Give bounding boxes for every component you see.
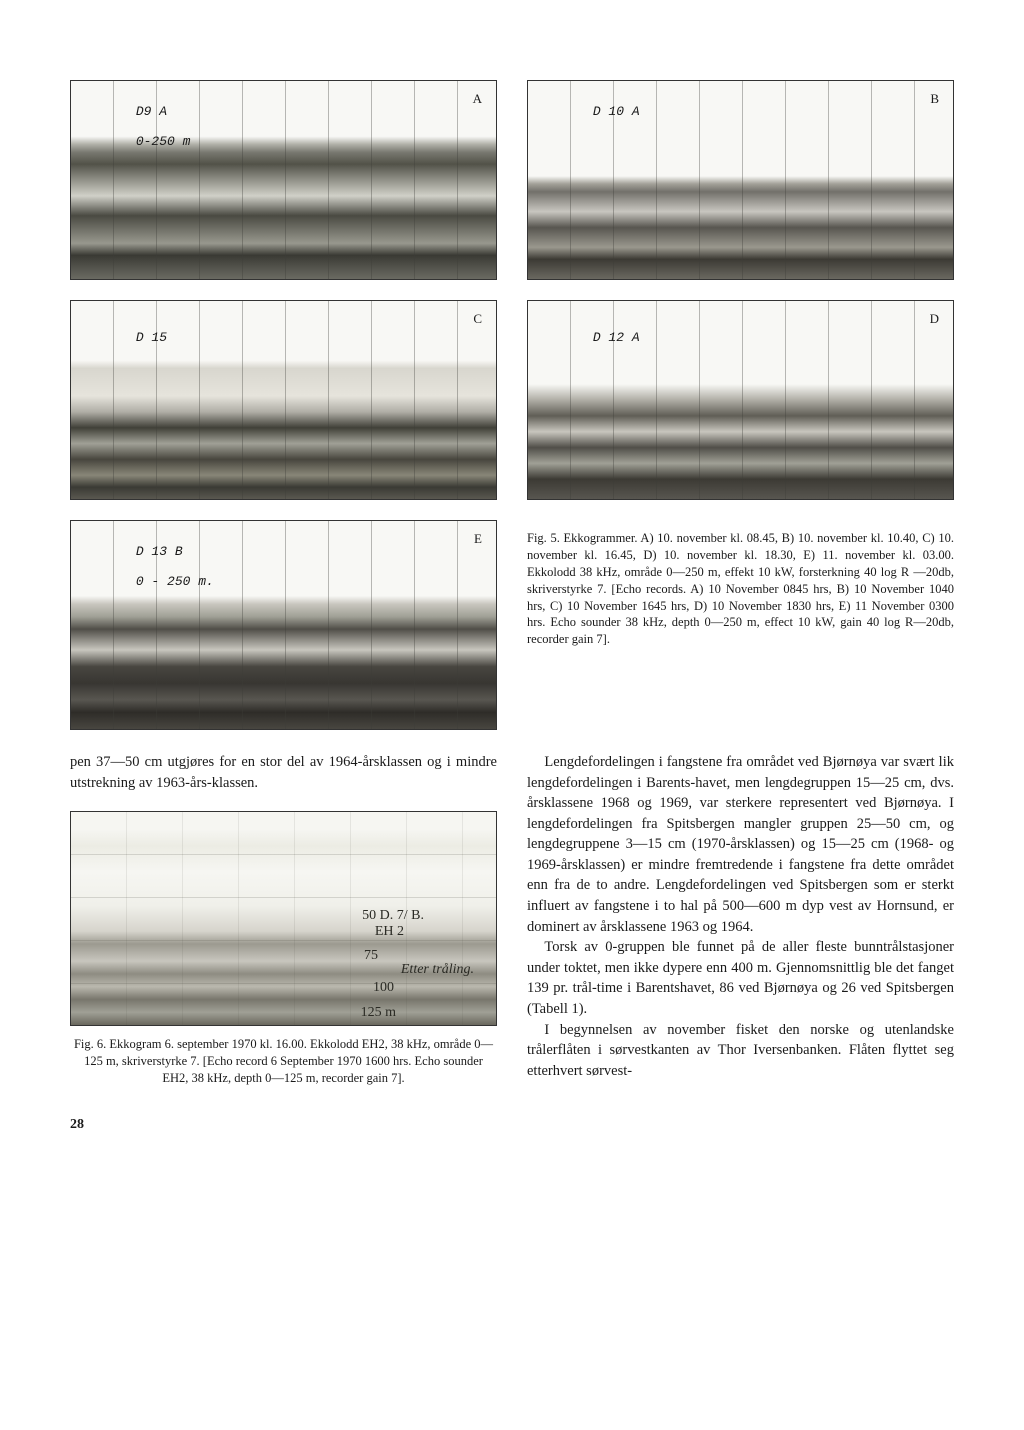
figure-6-caption: Fig. 6. Ekkogram 6. september 1970 kl. 1…	[70, 1036, 497, 1087]
panel-a-label-line1: D9 A	[136, 104, 167, 119]
fig6-annot-trailing: Etter tråling.	[401, 962, 474, 978]
panel-e-label: D 13 B 0 - 250 m.	[89, 529, 214, 604]
figure-6: 50 D. 7/ B. EH 2 75 Etter tråling. 100 1…	[70, 811, 497, 1087]
fig6-annot-125: 125 m	[361, 1005, 396, 1021]
panel-d-corner: D	[930, 311, 939, 327]
fig6-annot-50: 50 D. 7/ B.	[362, 908, 424, 924]
figure-5-caption: Fig. 5. Ekkogrammer. A) 10. november kl.…	[527, 530, 954, 648]
panel-c-corner: C	[473, 311, 482, 327]
left-body-text: pen 37—50 cm utgjøres for en stor del av…	[70, 752, 497, 793]
panel-b-label-line1: D 10 A	[593, 104, 640, 119]
panel-b-label: D 10 A	[546, 89, 640, 134]
figure-6-panel: 50 D. 7/ B. EH 2 75 Etter tråling. 100 1…	[70, 811, 497, 1026]
page-number: 28	[70, 1117, 954, 1133]
right-column: Lengdefordelingen i fangstene fra område…	[527, 752, 954, 1087]
panel-e-corner: E	[474, 531, 482, 547]
panel-b-corner: B	[930, 91, 939, 107]
echo-panel-c: D 15 C	[70, 300, 497, 500]
panel-e-label-line2: 0 - 250 m.	[136, 574, 214, 589]
right-para-3: I begynnelsen av november fisket den nor…	[527, 1020, 954, 1082]
panel-a-label: D9 A 0-250 m	[89, 89, 190, 164]
left-para: pen 37—50 cm utgjøres for en stor del av…	[70, 752, 497, 793]
figure-5-grid: D9 A 0-250 m A D 10 A B D 15 C D 12 A D …	[70, 80, 954, 730]
echo-panel-a: D9 A 0-250 m A	[70, 80, 497, 280]
panel-c-label-line1: D 15	[136, 330, 167, 345]
fig6-annot-eh2: EH 2	[375, 924, 404, 940]
panel-a-corner: A	[473, 91, 482, 107]
panel-c-label: D 15	[89, 315, 167, 360]
panel-d-label: D 12 A	[546, 315, 640, 360]
body-columns: pen 37—50 cm utgjøres for en stor del av…	[70, 752, 954, 1087]
right-para-1: Lengdefordelingen i fangstene fra område…	[527, 752, 954, 937]
left-column: pen 37—50 cm utgjøres for en stor del av…	[70, 752, 497, 1087]
echo-panel-e: D 13 B 0 - 250 m. E	[70, 520, 497, 730]
echo-panel-b: D 10 A B	[527, 80, 954, 280]
echo-panel-d: D 12 A D	[527, 300, 954, 500]
panel-d-label-line1: D 12 A	[593, 330, 640, 345]
panel-a-label-line2: 0-250 m	[136, 134, 191, 149]
fig6-annot-100: 100	[373, 980, 394, 996]
panel-e-label-line1: D 13 B	[136, 544, 183, 559]
fig6-annot-75: 75	[364, 948, 378, 964]
figure-5-caption-cell: Fig. 5. Ekkogrammer. A) 10. november kl.…	[527, 520, 954, 730]
right-para-2: Torsk av 0-gruppen ble funnet på de alle…	[527, 937, 954, 1019]
